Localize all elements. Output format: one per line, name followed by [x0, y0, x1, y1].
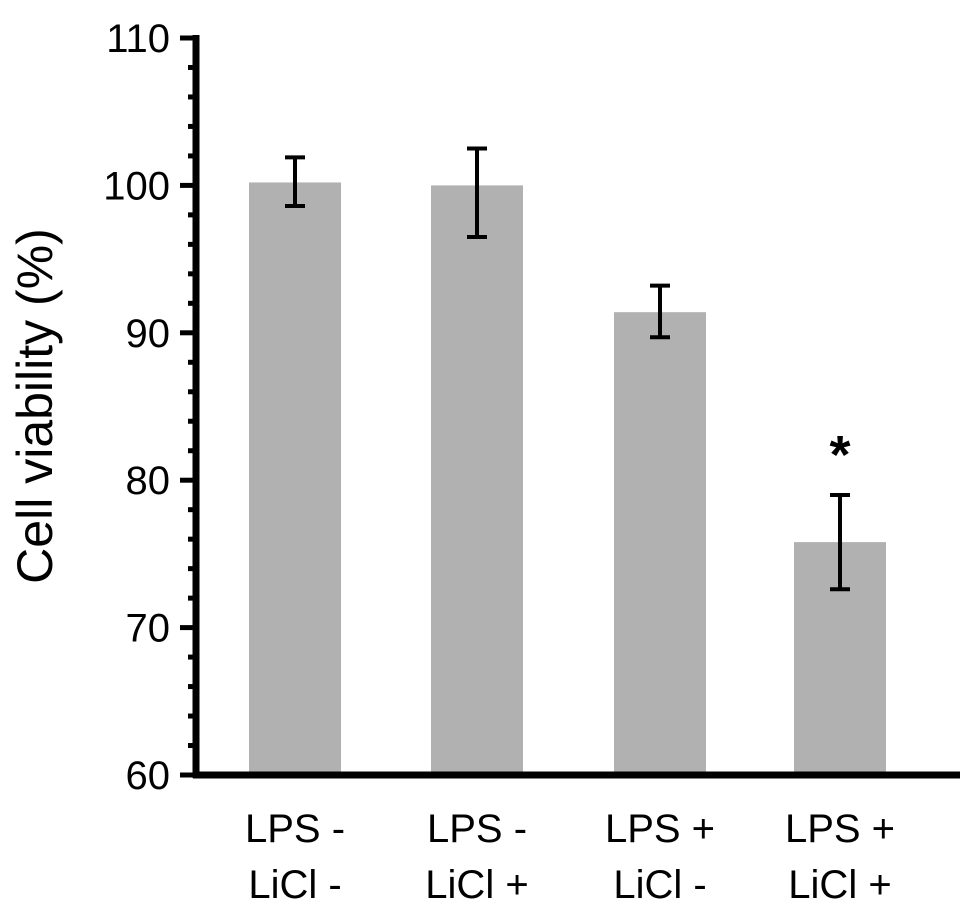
- error-bar: [467, 146, 487, 239]
- y-axis-ticks: 60 70 80 90 100 110: [103, 17, 196, 798]
- category-label-line2: LiCl -: [248, 863, 341, 907]
- category-labels: LPS - LiCl - LPS - LiCl + LPS + LiCl - LPS + Li…: [245, 807, 895, 907]
- y-tick-label: 80: [126, 459, 171, 503]
- category-label-line1: LPS +: [605, 807, 715, 851]
- annotations: *: [829, 425, 850, 485]
- category-label-line1: LPS +: [785, 807, 895, 851]
- category-label-line1: LPS -: [427, 807, 527, 851]
- y-tick-label: 70: [126, 607, 171, 651]
- error-bars: [285, 146, 850, 592]
- category-label-line2: LiCl +: [425, 863, 528, 907]
- category-label-line1: LPS -: [245, 807, 345, 851]
- y-axis-title: Cell viability (%): [7, 228, 63, 584]
- y-tick-label: 110: [106, 17, 170, 61]
- error-bar: [830, 492, 850, 592]
- category-label-line2: LiCl -: [613, 863, 706, 907]
- bar: [249, 182, 341, 775]
- significance-marker: *: [829, 425, 850, 485]
- bar: [431, 185, 523, 775]
- bar: [614, 312, 706, 775]
- error-bar: [650, 283, 670, 340]
- y-tick-label: 60: [126, 754, 171, 798]
- y-tick-label: 90: [126, 312, 171, 356]
- category-label-line2: LiCl +: [788, 863, 891, 907]
- error-bar: [285, 155, 305, 209]
- y-tick-label: 100: [103, 164, 170, 208]
- bars: [249, 182, 886, 775]
